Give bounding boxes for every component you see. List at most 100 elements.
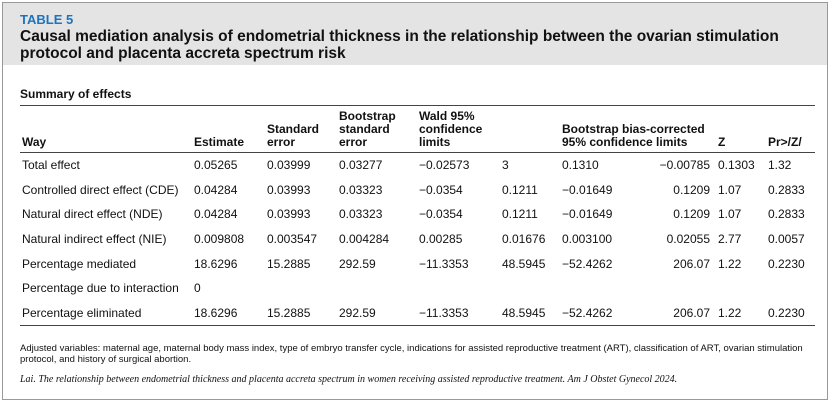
table-cell: −52.4262 bbox=[562, 256, 613, 271]
table-cell: 0.03993 bbox=[267, 207, 311, 222]
column-header-text: Z bbox=[718, 135, 726, 149]
table-cell: −0.01649 bbox=[562, 182, 613, 197]
table-cell: 0.009808 bbox=[194, 232, 245, 247]
citation: Lai. The relationship between endometria… bbox=[20, 374, 678, 385]
table-cell bbox=[716, 276, 766, 301]
table-cell: −52.4262 bbox=[562, 305, 613, 320]
column-header: Z bbox=[716, 105, 766, 153]
table-head: Way Estimate Standard error Bootstrap stand… bbox=[20, 105, 815, 153]
table-row: Percentage mediated 18.6296 15.2885 292.59 −… bbox=[20, 251, 815, 276]
row-label: Controlled direct effect (CDE) bbox=[22, 182, 179, 197]
column-header-text: Estimate bbox=[194, 135, 245, 149]
table-cell: 48.5945 bbox=[502, 305, 546, 320]
table-cell: 0.1209 bbox=[673, 182, 710, 197]
table-cell bbox=[265, 276, 337, 301]
table-cell: 1.32 bbox=[768, 158, 792, 173]
footnote: Adjusted variables: maternal age, matern… bbox=[20, 343, 803, 365]
table-cell: 0.1211 bbox=[502, 207, 538, 222]
column-header: Pr>/Z/ bbox=[766, 105, 815, 153]
table-cell: −11.3353 bbox=[419, 305, 469, 320]
table-cell: 1.22 bbox=[718, 256, 742, 271]
table-cell: 0.1310 bbox=[562, 158, 599, 173]
table-cell: 0.2230 bbox=[768, 305, 805, 320]
effects-table: Way Estimate Standard error Bootstrap stand… bbox=[20, 105, 815, 327]
table-cell: 0.03999 bbox=[267, 158, 311, 173]
column-header-text: Wald 95% confidence limits bbox=[419, 109, 483, 149]
table-cell: 1.07 bbox=[718, 207, 742, 222]
table-cell: 1.22 bbox=[718, 305, 742, 320]
table-cell bbox=[500, 276, 560, 301]
table-cell: 0.1209 bbox=[673, 207, 710, 222]
table-cell: 0.03323 bbox=[339, 207, 383, 222]
column-header: Wald 95% confidence limits bbox=[417, 105, 560, 153]
table-cell: 0.04284 bbox=[194, 182, 238, 197]
table-cell: 206.07 bbox=[673, 256, 710, 271]
header-row: Way Estimate Standard error Bootstrap stand… bbox=[20, 105, 815, 153]
table-cell: 0.03323 bbox=[339, 182, 383, 197]
row-label: Percentage mediated bbox=[22, 256, 137, 271]
table-cell: 0.03993 bbox=[267, 182, 311, 197]
column-header-text: Way bbox=[22, 135, 47, 149]
table-cell: 0.2833 bbox=[768, 182, 805, 197]
table-row: Percentage eliminated 18.6296 15.2885 292.5… bbox=[20, 301, 815, 326]
table-cell: 48.5945 bbox=[502, 256, 546, 271]
column-header: Bootstrap bias-corrected 95% confidence … bbox=[560, 105, 716, 153]
table-cell bbox=[766, 276, 815, 301]
column-header-text: Pr>/Z/ bbox=[768, 135, 802, 149]
table-cell: −0.0354 bbox=[419, 207, 463, 222]
table-cell: 0.003547 bbox=[267, 232, 318, 247]
column-header-text: Bootstrap bias-corrected 95% confidence … bbox=[562, 122, 705, 149]
table-cell: 0.2833 bbox=[768, 207, 805, 222]
table-cell: 0.01676 bbox=[502, 232, 546, 247]
table-body: Total effect 0.05265 0.03999 0.03277 −0.0257… bbox=[20, 153, 815, 326]
row-label: Percentage due to interaction bbox=[22, 281, 179, 296]
table-cell: 0.05265 bbox=[194, 158, 238, 173]
table-cell: −0.01649 bbox=[562, 207, 613, 222]
column-header: Way bbox=[20, 105, 192, 153]
row-label: Percentage eliminated bbox=[22, 305, 142, 320]
table-cell: 292.59 bbox=[339, 256, 376, 271]
table-cell: 206.07 bbox=[673, 305, 710, 320]
table-title: Causal mediation analysis of endometrial… bbox=[20, 28, 779, 62]
table-cell: 15.2885 bbox=[267, 256, 311, 271]
table-label: TABLE 5 bbox=[20, 12, 74, 27]
column-header-text: Standard error bbox=[267, 122, 320, 149]
column-header: Bootstrap standard error bbox=[337, 105, 417, 153]
table-cell: 0 bbox=[194, 281, 201, 296]
table-cell: 1.07 bbox=[718, 182, 742, 197]
table-cell: 0.1211 bbox=[502, 182, 538, 197]
table-cell: 0.00285 bbox=[419, 232, 463, 247]
row-label: Natural indirect effect (NIE) bbox=[22, 232, 167, 247]
table-row: Natural direct effect (NDE) 0.04284 0.0399… bbox=[20, 202, 815, 227]
table-cell: 0.03277 bbox=[339, 158, 383, 173]
table-cell: −0.00785 bbox=[659, 158, 710, 173]
table-row: Natural indirect effect (NIE) 0.009808 0.0… bbox=[20, 227, 815, 252]
column-header-text: Bootstrap standard error bbox=[339, 109, 396, 149]
table-cell: 0.1303 bbox=[718, 158, 755, 173]
table-cell: 18.6296 bbox=[194, 305, 238, 320]
column-header: Standard error bbox=[265, 105, 337, 153]
row-label: Natural direct effect (NDE) bbox=[22, 207, 163, 222]
table-cell: 15.2885 bbox=[267, 305, 311, 320]
table-cell: 292.59 bbox=[339, 305, 376, 320]
table-cell bbox=[337, 276, 417, 301]
table-cell: 0.004284 bbox=[339, 232, 390, 247]
row-label: Total effect bbox=[22, 158, 80, 173]
table-cell: 0.0057 bbox=[768, 232, 805, 247]
table-cell: 0.04284 bbox=[194, 207, 238, 222]
section-title: Summary of effects bbox=[20, 87, 132, 101]
table-cell: 0.02055 bbox=[666, 232, 710, 247]
table-cell: −11.3353 bbox=[419, 256, 469, 271]
table-row: Percentage due to interaction 0 bbox=[20, 276, 815, 301]
header-band: TABLE 5 Causal mediation analysis of end… bbox=[3, 3, 827, 65]
table-cell: 18.6296 bbox=[194, 256, 238, 271]
table-cell bbox=[650, 276, 716, 301]
table-cell bbox=[560, 276, 650, 301]
table-cell: 0.003100 bbox=[562, 232, 613, 247]
table-cell: 2.77 bbox=[718, 232, 742, 247]
table-cell: −0.02573 bbox=[419, 158, 470, 173]
table-row: Total effect 0.05265 0.03999 0.03277 −0.0257… bbox=[20, 153, 815, 178]
table-row: Controlled direct effect (CDE) 0.04284 0.0… bbox=[20, 178, 815, 203]
